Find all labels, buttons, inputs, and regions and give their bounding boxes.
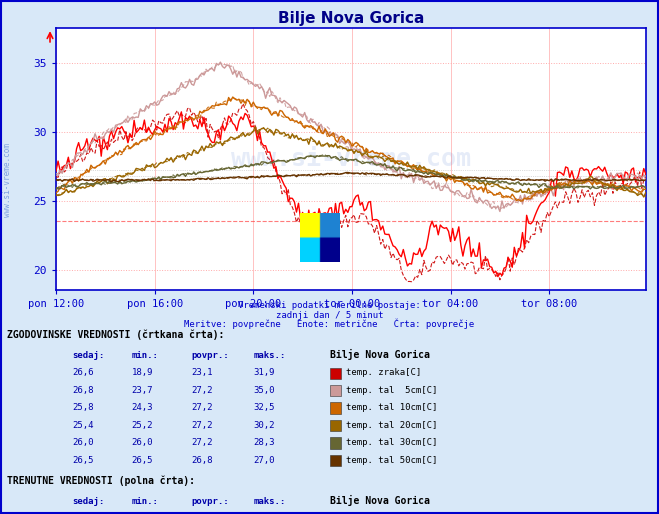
Text: 32,5: 32,5 [254,403,275,412]
Text: www.si-vreme.com: www.si-vreme.com [231,148,471,171]
Text: min.:: min.: [132,351,159,360]
Text: 26,5: 26,5 [72,455,94,465]
Text: 23,7: 23,7 [132,386,154,395]
Text: 26,8: 26,8 [72,386,94,395]
Text: 31,9: 31,9 [254,368,275,377]
Text: 27,2: 27,2 [191,438,213,447]
Text: 26,0: 26,0 [72,438,94,447]
Text: sedaj:: sedaj: [72,497,105,506]
Text: TRENUTNE VREDNOSTI (polna črta):: TRENUTNE VREDNOSTI (polna črta): [7,475,194,486]
Text: 24,3: 24,3 [132,403,154,412]
Text: 26,0: 26,0 [132,438,154,447]
Text: 25,4: 25,4 [72,420,94,430]
Text: povpr.:: povpr.: [191,497,229,506]
Text: maks.:: maks.: [254,351,286,360]
Title: Bilje Nova Gorica: Bilje Nova Gorica [277,11,424,26]
Text: 28,3: 28,3 [254,438,275,447]
Text: Meritve: povprečne   Enote: metrične   Črta: povprečje: Meritve: povprečne Enote: metrične Črta:… [185,318,474,329]
Text: temp. tal 20cm[C]: temp. tal 20cm[C] [346,420,438,430]
Text: temp. zraka[C]: temp. zraka[C] [346,368,421,377]
Text: zadnji dan / 5 minut: zadnji dan / 5 minut [275,310,384,320]
Text: 26,6: 26,6 [72,368,94,377]
Text: povpr.:: povpr.: [191,351,229,360]
Text: ZGODOVINSKE VREDNOSTI (črtkana črta):: ZGODOVINSKE VREDNOSTI (črtkana črta): [7,329,224,340]
Text: 27,0: 27,0 [254,455,275,465]
Text: 27,2: 27,2 [191,386,213,395]
Text: 25,8: 25,8 [72,403,94,412]
Text: www.si-vreme.com: www.si-vreme.com [3,143,13,217]
Text: 26,5: 26,5 [132,455,154,465]
Text: maks.:: maks.: [254,497,286,506]
Text: 30,2: 30,2 [254,420,275,430]
Text: 25,2: 25,2 [132,420,154,430]
Text: temp. tal  5cm[C]: temp. tal 5cm[C] [346,386,438,395]
Text: 35,0: 35,0 [254,386,275,395]
Text: Bilje Nova Gorica: Bilje Nova Gorica [330,348,430,360]
Text: 27,2: 27,2 [191,403,213,412]
Text: Bilje Nova Gorica: Bilje Nova Gorica [330,494,430,506]
Text: temp. tal 50cm[C]: temp. tal 50cm[C] [346,455,438,465]
Text: min.:: min.: [132,497,159,506]
Text: sedaj:: sedaj: [72,351,105,360]
Text: temp. tal 30cm[C]: temp. tal 30cm[C] [346,438,438,447]
Text: 27,2: 27,2 [191,420,213,430]
Text: 18,9: 18,9 [132,368,154,377]
Text: temp. tal 10cm[C]: temp. tal 10cm[C] [346,403,438,412]
Text: 23,1: 23,1 [191,368,213,377]
Text: Vremenski podatki merilne postaje:: Vremenski podatki merilne postaje: [238,301,421,310]
Text: 26,8: 26,8 [191,455,213,465]
